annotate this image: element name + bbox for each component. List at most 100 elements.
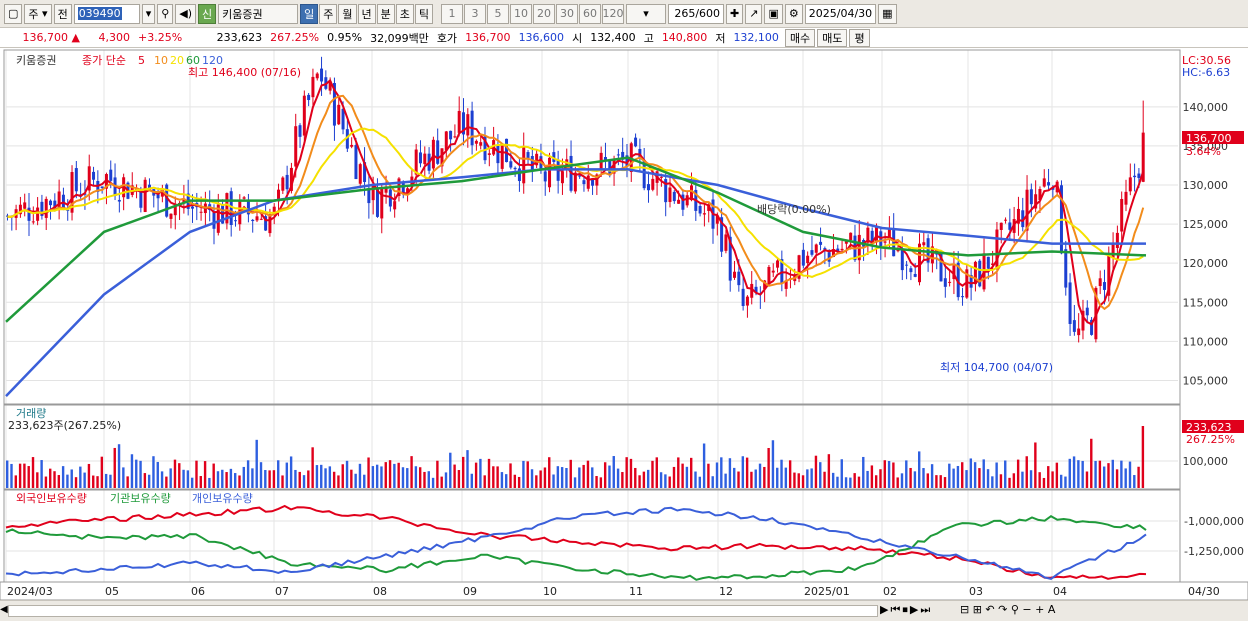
volume-bar-168 bbox=[728, 458, 732, 488]
volume-bar-98 bbox=[427, 471, 430, 488]
dividend-annotation: 배당락(0.00%) bbox=[757, 203, 831, 216]
volume-bar-87 bbox=[380, 466, 383, 488]
period-tab-4[interactable]: 분 bbox=[376, 3, 395, 24]
candle-body-181 bbox=[784, 280, 788, 289]
candle-body-187 bbox=[810, 250, 814, 255]
candle-body-166 bbox=[720, 217, 724, 252]
crosshair-icon[interactable]: ✚ bbox=[726, 3, 744, 24]
turnover-rate: 0.95% bbox=[327, 31, 363, 44]
playback-icons[interactable]: ▶⏮⏹▶⏭ bbox=[880, 603, 933, 616]
stock-code-input[interactable]: 039490 bbox=[73, 3, 140, 24]
volume-bar-60 bbox=[264, 470, 267, 488]
volume-bar-29 bbox=[130, 454, 134, 488]
low-price: 132,100 bbox=[733, 31, 779, 44]
candle-body-167 bbox=[724, 234, 728, 251]
volume-bar-123 bbox=[535, 475, 538, 488]
dropdown-icon[interactable]: ▾ bbox=[141, 3, 156, 24]
candle-body-201 bbox=[870, 230, 874, 244]
volume-bar-188 bbox=[814, 455, 818, 488]
candle-body-41 bbox=[182, 199, 186, 203]
minute-tab-10[interactable]: 10 bbox=[510, 3, 533, 24]
window-icon[interactable]: ▢ bbox=[4, 3, 23, 24]
volume-bar-0 bbox=[6, 460, 9, 488]
minute-tab-5[interactable]: 5 bbox=[487, 3, 510, 24]
calendar-icon[interactable]: ▦ bbox=[878, 3, 897, 24]
minute-tab-1[interactable]: 1 bbox=[441, 3, 464, 24]
period-tab-2[interactable]: 월 bbox=[338, 3, 357, 24]
period-tab-3[interactable]: 년 bbox=[357, 3, 376, 24]
save-icon[interactable]: ▣ bbox=[764, 3, 783, 24]
minute-tab-20[interactable]: 20 bbox=[533, 3, 556, 24]
candle-body-134 bbox=[582, 180, 586, 185]
volume-bar-186 bbox=[806, 469, 809, 488]
candle-body-33 bbox=[147, 184, 151, 189]
count-input[interactable]: 265/600 bbox=[668, 3, 725, 24]
period-tab-6[interactable]: 틱 bbox=[414, 3, 434, 24]
volume-bar-207 bbox=[896, 477, 899, 488]
speaker-icon[interactable]: ◀) bbox=[175, 3, 197, 24]
volume-bar-54 bbox=[238, 475, 241, 488]
zoom-icons[interactable]: ⊟ ⊞ ↶ ↷ ⚲ − + A bbox=[960, 603, 1056, 616]
candle-body-77 bbox=[337, 104, 341, 125]
volume-bar-91 bbox=[397, 462, 400, 488]
sell-button[interactable]: 매도 bbox=[817, 28, 848, 47]
ask-price: 136,700 bbox=[465, 31, 511, 44]
candles bbox=[6, 56, 1145, 343]
candle-body-102 bbox=[444, 131, 448, 151]
volume-bar-195 bbox=[844, 477, 848, 488]
chart-scrollbar[interactable]: ◀ ▶⏮⏹▶⏭ ⊟ ⊞ ↶ ↷ ⚲ − + A bbox=[0, 600, 1248, 621]
volume-bar-185 bbox=[801, 475, 805, 488]
volume-bar-145 bbox=[629, 458, 633, 488]
volume-bar-250 bbox=[1081, 460, 1084, 488]
minute-tab-30[interactable]: 30 bbox=[556, 3, 579, 24]
market-select[interactable]: 주 ▾ bbox=[24, 3, 52, 24]
volume-bar-3 bbox=[18, 463, 22, 488]
lc-label: LC:30.56 bbox=[1182, 54, 1231, 67]
candle-body-185 bbox=[801, 249, 805, 266]
candle-body-258 bbox=[1115, 232, 1119, 249]
buy-button[interactable]: 매수 bbox=[784, 28, 816, 47]
chart-canvas[interactable]: 105,000 110,000 115,000 120,000 125,000 130,0… bbox=[0, 48, 1248, 600]
volume-bar-112 bbox=[487, 458, 491, 488]
period-tab-5[interactable]: 초 bbox=[395, 3, 414, 24]
candle-body-11 bbox=[53, 200, 57, 209]
volume-bar-156 bbox=[677, 457, 680, 488]
candle-body-225 bbox=[973, 261, 977, 285]
interval-select[interactable]: ▾ bbox=[626, 3, 667, 24]
candle-body-20 bbox=[92, 171, 96, 180]
eval-button[interactable]: 평 bbox=[849, 28, 870, 47]
candle-body-249 bbox=[1077, 328, 1081, 336]
volume-bar-101 bbox=[440, 476, 443, 488]
holding-legend-1: 기관보유수량 bbox=[110, 492, 171, 505]
period-tab-0[interactable]: 일 bbox=[300, 3, 319, 24]
volume-bar-9 bbox=[44, 476, 48, 488]
volume-bar-121 bbox=[526, 461, 529, 488]
minute-tab-60[interactable]: 60 bbox=[579, 3, 602, 24]
search-icon[interactable]: ⚲ bbox=[157, 3, 174, 24]
scroll-track[interactable] bbox=[8, 605, 878, 617]
minute-tab-3[interactable]: 3 bbox=[464, 3, 487, 24]
minute-tab-120[interactable]: 120 bbox=[602, 3, 625, 24]
candle-body-63 bbox=[277, 189, 281, 202]
volume-bar-152 bbox=[659, 472, 663, 488]
prev-button[interactable]: 전 bbox=[53, 3, 72, 24]
candle-body-22 bbox=[100, 186, 104, 189]
volume-bar-171 bbox=[741, 456, 745, 488]
legend-ma-10: 10 bbox=[154, 54, 168, 67]
gear-icon[interactable]: ⚙ bbox=[784, 3, 803, 24]
candle-body-99 bbox=[431, 139, 435, 169]
scroll-left-icon[interactable]: ◀ bbox=[0, 604, 8, 615]
candle-body-196 bbox=[849, 232, 853, 241]
volume-summary: 233,623주(267.25%) bbox=[8, 419, 121, 432]
candle-body-105 bbox=[457, 110, 461, 133]
draw-icon[interactable]: ↗ bbox=[745, 3, 763, 24]
volume-bar-72 bbox=[315, 465, 319, 488]
period-tab-1[interactable]: 주 bbox=[319, 3, 338, 24]
date-input[interactable]: 2025/04/30 bbox=[804, 3, 877, 24]
candle-body-209 bbox=[905, 264, 909, 266]
candle-body-161 bbox=[698, 205, 702, 214]
chart-background bbox=[0, 48, 1248, 600]
volume-bar-103 bbox=[449, 452, 452, 488]
volume-bar-221 bbox=[956, 465, 960, 488]
volume-bar-187 bbox=[810, 468, 813, 488]
